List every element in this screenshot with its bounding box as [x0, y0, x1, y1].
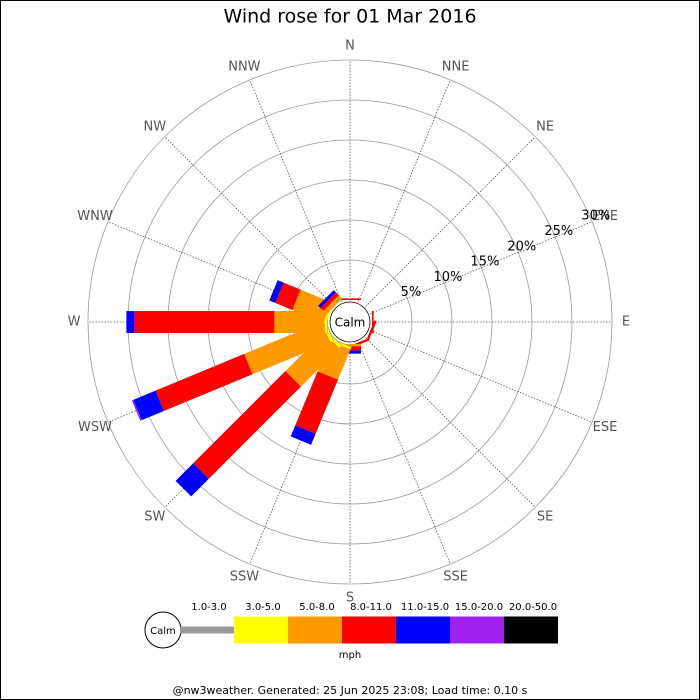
- legend-label: 20.0-50.0: [509, 602, 557, 613]
- bar-segment: [285, 332, 340, 387]
- direction-label: WNW: [77, 209, 113, 224]
- legend-label: 8.0-11.0: [350, 602, 392, 613]
- bar-segment: [269, 280, 284, 303]
- bar-segment: [131, 399, 142, 421]
- bar-segment: [320, 292, 339, 311]
- direction-label: WSW: [78, 420, 112, 435]
- bar-segment: [133, 390, 164, 421]
- bar-segment: [155, 353, 253, 411]
- spoke: [365, 136, 536, 307]
- direction-label: SE: [537, 510, 553, 525]
- spoke: [164, 136, 335, 307]
- r-tick-label: 15%: [470, 255, 499, 270]
- spoke: [358, 342, 451, 565]
- grid-ring: [87, 59, 613, 585]
- spoke: [370, 330, 593, 423]
- legend-calm-label: Calm: [150, 626, 176, 637]
- direction-label: NNW: [228, 60, 260, 75]
- direction-label: W: [68, 315, 81, 330]
- legend-label: 5.0-8.0: [299, 602, 334, 613]
- spoke: [249, 79, 342, 302]
- bar-segment: [134, 311, 275, 333]
- legend-swatch: [180, 626, 234, 634]
- bar-segment: [318, 290, 336, 308]
- legend-swatch: [396, 616, 450, 644]
- legend-label: 11.0-15.0: [401, 602, 449, 613]
- bar-segment: [193, 371, 301, 479]
- legend-swatch: [342, 616, 396, 644]
- calm-circle: [329, 301, 371, 343]
- bar-segment: [275, 282, 301, 310]
- r-tick-label: 10%: [433, 270, 462, 285]
- direction-label: SSE: [443, 569, 468, 584]
- calm-label: Calm: [335, 316, 366, 330]
- direction-label: ENE: [592, 209, 618, 224]
- legend-label: 15.0-20.0: [455, 602, 503, 613]
- r-tick-label: 20%: [507, 239, 536, 254]
- r-tick-label: 30%: [581, 209, 610, 224]
- direction-label: SW: [144, 510, 165, 525]
- direction-label: NE: [536, 119, 554, 134]
- bar-segment: [126, 311, 135, 333]
- r-tick-label: 25%: [544, 224, 573, 239]
- legend-label: 1.0-3.0: [191, 602, 226, 613]
- bar-segment: [366, 320, 377, 342]
- bar-segment: [290, 425, 316, 445]
- bar-segment: [244, 321, 331, 375]
- bar-segment: [292, 289, 332, 323]
- spoke: [365, 337, 536, 508]
- spoke: [370, 221, 593, 314]
- direction-label: ESE: [593, 420, 618, 435]
- legend-swatch: [234, 616, 288, 644]
- footer: @nw3weather. Generated: 25 Jun 2025 23:0…: [173, 684, 528, 697]
- bar-segment: [339, 298, 361, 300]
- direction-label: NNE: [442, 60, 470, 75]
- chart-title: Wind rose for 01 Mar 2016: [223, 6, 476, 28]
- bar-segment: [175, 463, 209, 497]
- direction-label: E: [622, 315, 630, 330]
- legend-swatch: [450, 616, 504, 644]
- bar-segment: [323, 295, 343, 315]
- direction-label: SSW: [230, 569, 260, 584]
- direction-label: S: [346, 591, 354, 606]
- spoke: [358, 79, 451, 302]
- r-tick-label: 5%: [401, 285, 422, 300]
- bar-segment: [317, 341, 351, 380]
- direction-label: N: [345, 39, 355, 54]
- legend-swatch: [288, 616, 342, 644]
- bar-segment: [295, 371, 338, 434]
- legend-swatch: [504, 616, 558, 644]
- legend-label: 3.0-5.0: [245, 602, 280, 613]
- units: mph: [339, 650, 361, 661]
- direction-label: NW: [144, 119, 167, 134]
